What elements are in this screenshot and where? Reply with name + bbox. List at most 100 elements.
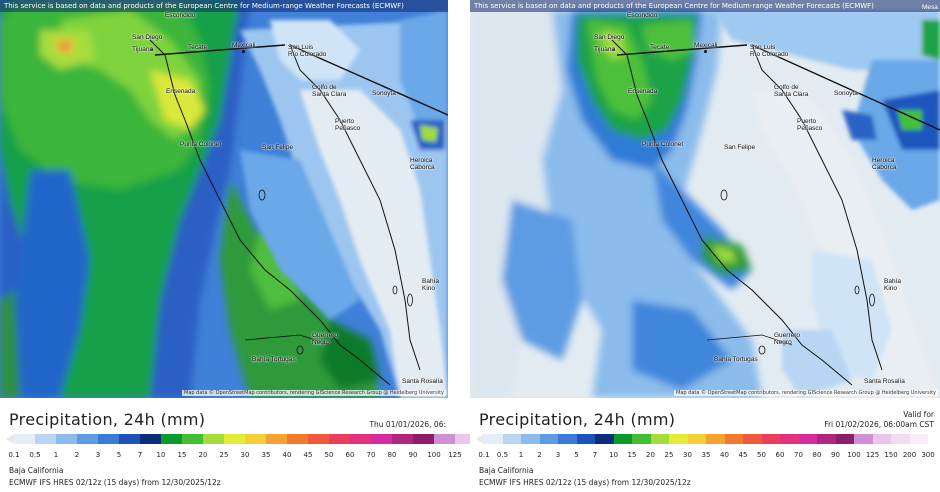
scale-seg [14,434,35,444]
scale-tick: 0.1 [478,451,490,459]
city-puerto-penasco: Puerto Peñasco [335,118,361,132]
scale-seg [650,434,669,444]
region-label-right: Baja California [479,466,534,475]
scale-seg [743,434,762,444]
scale-seg [308,434,329,444]
scale-tick: 60 [775,451,785,459]
city-dot [150,48,153,51]
scale-seg [706,434,725,444]
scale-tick: 7 [592,451,598,459]
city-san-diego: San Diego [594,34,625,41]
scale-seg [266,434,287,444]
scale-tick: 90 [408,451,418,459]
city-mesa: Mesa [922,4,938,11]
valid-date-right: Fri 01/02/2026, 06:00am CST [824,420,934,429]
city-tecate: Tecate [188,44,208,51]
scale-seg [687,434,706,444]
scale-tick: 10 [156,451,166,459]
scale-tick: 300 [921,451,935,459]
city-santa-rosalia: Santa Rosalía [864,378,905,385]
scale-tick: 40 [720,451,729,459]
map-render-right [470,0,940,398]
city-escondido: Escondido [165,12,196,19]
scale-tick: 30 [240,451,250,459]
scale-seg [392,434,413,444]
valid-for-label-right: Valid for [903,410,934,419]
scale-tick: 70 [366,451,376,459]
city-dot [242,50,245,53]
chart-title-left: Precipitation, 24h (mm) [9,410,206,429]
scale-tick: 50 [757,451,766,459]
ecmwf-banner-left: This service is based on data and produc… [0,0,448,12]
scale-tick: 80 [387,451,397,459]
scale-seg [891,434,910,444]
city-escondido: Escondido [627,12,658,19]
scale-tick: 100 [847,451,861,459]
color-scale-left [6,434,470,444]
city-bahia-tortugas: Bahía Tortugas [252,356,296,363]
scale-tick: 100 [427,451,441,459]
scale-ticks-left: 0.1 0.5 1 2 3 5 7 10 15 20 25 30 35 40 4… [6,451,470,461]
scale-tick: 5 [116,451,122,459]
city-dot [612,48,615,51]
scale-seg [329,434,350,444]
city-heroica-caborca: Heroica Caborca [872,157,897,171]
city-san-diego: San Diego [132,34,163,41]
city-puerto-penasco: Puerto Peñasco [797,118,823,132]
scale-seg [761,434,780,444]
panel-divider [448,0,452,398]
scale-tick: 30 [683,451,692,459]
scale-tick: 45 [738,451,748,459]
scale-seg [632,434,651,444]
scale-seg [287,434,308,444]
city-santa-rosalia: Santa Rosalía [402,378,443,385]
scale-ticks-right: 0.1 0.5 1 2 3 5 7 10 15 20 25 30 35 40 4… [476,451,934,461]
color-scale-right [476,434,928,444]
scale-seg [140,434,161,444]
scale-tick: 150 [884,451,898,459]
scale-seg [224,434,245,444]
scale-tick: 2 [74,451,80,459]
scale-tick: 90 [831,451,840,459]
precipitation-map-right[interactable]: This service is based on data and produc… [470,0,940,398]
scale-seg [669,434,688,444]
city-ensenada: Ensenada [628,88,658,95]
scale-seg [77,434,98,444]
scale-tick: 3 [555,451,561,459]
scale-tick: 1 [518,451,524,459]
scale-tick: 50 [324,451,334,459]
map-attribution-left: Map data © OpenStreetMap contributors, r… [182,390,446,396]
scale-tick: 25 [219,451,229,459]
city-tijuana: Tijuana [594,46,616,53]
scale-tick: 70 [794,451,803,459]
city-san-felipe: San Felipe [724,144,756,151]
map-render-left [0,0,448,398]
scale-seg [371,434,392,444]
scale-tick: 15 [177,451,187,459]
scale-seg [724,434,743,444]
city-dot [704,50,707,53]
scale-seg [798,434,817,444]
scale-tick: 2 [537,451,542,459]
scale-seg [872,434,891,444]
scale-seg [817,434,836,444]
city-guerrero-negro: Guerrero Negro [774,332,801,346]
city-ensenada: Ensenada [166,88,196,95]
scale-seg [119,434,140,444]
city-san-luis: San Luis Río Colorado [750,44,789,58]
scale-seg [203,434,224,444]
scale-seg [245,434,266,444]
model-label-right: ECMWF IFS HRES 02/12z (15 days) from 12/… [479,478,691,487]
region-label-left: Baja California [9,466,64,475]
scale-seg [434,434,455,444]
scale-tick: 40 [282,451,292,459]
scale-seg [558,434,577,444]
precipitation-map-left[interactable]: This service is based on data and produc… [0,0,448,398]
scale-tick: 7 [137,451,143,459]
forecast-panel-left: This service is based on data and produc… [0,0,470,487]
scale-seg [35,434,56,444]
scale-seg [484,434,503,444]
scale-tick: 60 [345,451,355,459]
scale-seg [413,434,434,444]
ecmwf-banner-right: This service is based on data and produc… [470,0,940,12]
